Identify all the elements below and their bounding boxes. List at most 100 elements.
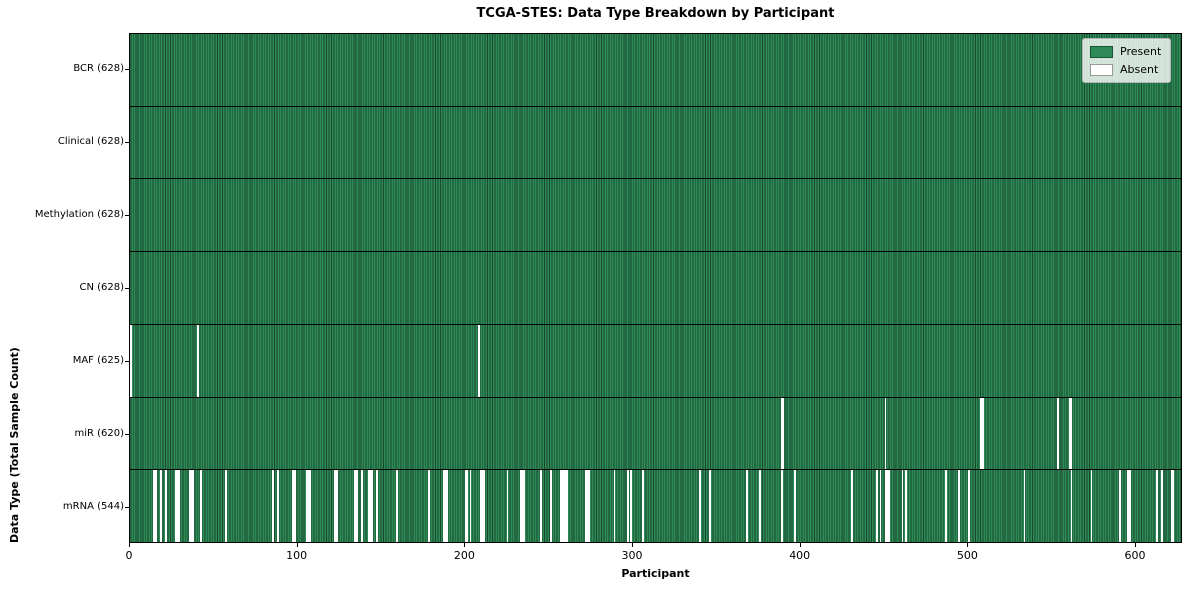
heatmap-row-CN	[130, 251, 1181, 324]
x-tick-mark	[967, 543, 969, 547]
absent-stripe	[888, 470, 890, 543]
absent-stripe	[886, 470, 889, 543]
absent-stripe	[523, 470, 525, 543]
absent-stripe	[1068, 397, 1071, 470]
absent-stripe	[1090, 470, 1093, 543]
absent-stripe	[1170, 470, 1173, 543]
absent-stripe	[294, 470, 296, 543]
absent-stripe	[561, 470, 564, 543]
absent-stripe	[781, 470, 783, 543]
absent-stripe	[370, 470, 373, 543]
absent-stripe	[884, 470, 887, 543]
absent-stripe	[566, 470, 569, 543]
heatmap-row-Clinical	[130, 105, 1181, 179]
x-tick-label: 500	[956, 549, 978, 562]
absent-stripe	[1129, 470, 1131, 543]
absent-stripe	[176, 470, 179, 543]
y-tick-mark	[125, 215, 129, 217]
absent-stripe	[427, 470, 430, 543]
absent-stripe	[469, 470, 472, 543]
absent-stripe	[904, 470, 907, 543]
x-tick-mark	[1135, 543, 1137, 547]
absent-stripe	[190, 470, 192, 543]
heatmap-row-BCR	[130, 34, 1181, 106]
y-tick-mark	[125, 433, 129, 435]
absent-stripe	[642, 470, 644, 543]
x-tick-label: 100	[286, 549, 308, 562]
absent-stripe	[945, 470, 947, 543]
absent-stripe	[851, 470, 853, 543]
y-tick-label-mRNA: mRNA (544)	[62, 500, 124, 512]
x-axis-label: Participant	[621, 567, 690, 580]
absent-stripe	[699, 470, 701, 543]
absent-stripe	[305, 470, 308, 543]
y-tick-label-BCR: BCR (628)	[73, 63, 124, 75]
absent-stripe	[901, 470, 904, 543]
absent-stripe	[709, 470, 711, 543]
y-tick-mark	[125, 69, 129, 71]
absent-stripe	[794, 470, 797, 543]
legend-swatch-absent	[1090, 63, 1113, 76]
absent-stripe	[188, 470, 191, 543]
absent-stripe	[464, 470, 467, 543]
absent-stripe	[178, 470, 181, 543]
absent-stripe	[586, 470, 589, 543]
y-tick-label-CN: CN (628)	[79, 282, 124, 293]
x-tick-label: 400	[789, 549, 811, 562]
y-tick-mark	[125, 360, 129, 362]
absent-stripe	[309, 470, 311, 543]
absent-stripe	[968, 470, 971, 543]
absent-stripe	[200, 470, 202, 543]
legend: Present Absent	[1082, 38, 1172, 83]
heatmap-row-mRNA	[130, 469, 1181, 543]
absent-stripe	[745, 470, 748, 543]
absent-stripe	[876, 470, 879, 543]
absent-stripe	[565, 470, 567, 543]
y-tick-label-MAF: MAF (625)	[72, 354, 124, 366]
absent-stripe	[446, 470, 448, 543]
absent-stripe	[442, 470, 445, 543]
x-tick-mark	[632, 543, 634, 547]
y-tick-mark	[125, 142, 129, 144]
absent-stripe	[958, 470, 961, 543]
y-tick-mark	[125, 288, 129, 289]
absent-stripe	[444, 470, 447, 543]
absent-stripe	[367, 470, 370, 543]
absent-stripe	[1155, 470, 1158, 543]
absent-stripe	[521, 470, 524, 543]
absent-stripe	[396, 470, 398, 543]
absent-stripe	[630, 470, 633, 543]
y-tick-label-miR: miR (620)	[74, 427, 124, 439]
absent-stripe	[307, 470, 310, 543]
legend-entry-absent: Absent	[1090, 63, 1161, 76]
chart-title: TCGA-STES: Data Type Breakdown by Partic…	[476, 6, 835, 21]
legend-swatch-present	[1090, 45, 1113, 58]
absent-stripe	[1119, 470, 1121, 543]
absent-stripe	[277, 470, 279, 543]
absent-stripe	[613, 470, 616, 543]
absent-stripe	[478, 324, 480, 397]
x-tick-mark	[129, 543, 130, 547]
plot-area	[129, 33, 1182, 543]
absent-stripe	[1070, 397, 1073, 470]
legend-label: Absent	[1120, 63, 1159, 76]
y-tick-label-Clinical: Clinical (628)	[57, 136, 124, 148]
x-tick-mark	[296, 543, 298, 547]
absent-stripe	[540, 470, 542, 543]
absent-stripe	[360, 470, 363, 543]
absent-stripe	[376, 470, 378, 543]
absent-stripe	[479, 470, 482, 543]
x-tick-label: 200	[453, 549, 475, 562]
absent-stripe	[759, 470, 761, 543]
absent-stripe	[481, 470, 484, 543]
absent-stripe	[1057, 397, 1059, 470]
absent-stripe	[191, 470, 194, 543]
absent-stripe	[130, 324, 132, 397]
absent-stripe	[153, 470, 156, 543]
absent-stripe	[981, 397, 984, 470]
absent-stripe	[884, 397, 887, 470]
absent-stripe	[196, 324, 199, 397]
absent-stripe	[272, 470, 274, 543]
absent-stripe	[155, 470, 157, 543]
absent-stripe	[483, 470, 485, 543]
